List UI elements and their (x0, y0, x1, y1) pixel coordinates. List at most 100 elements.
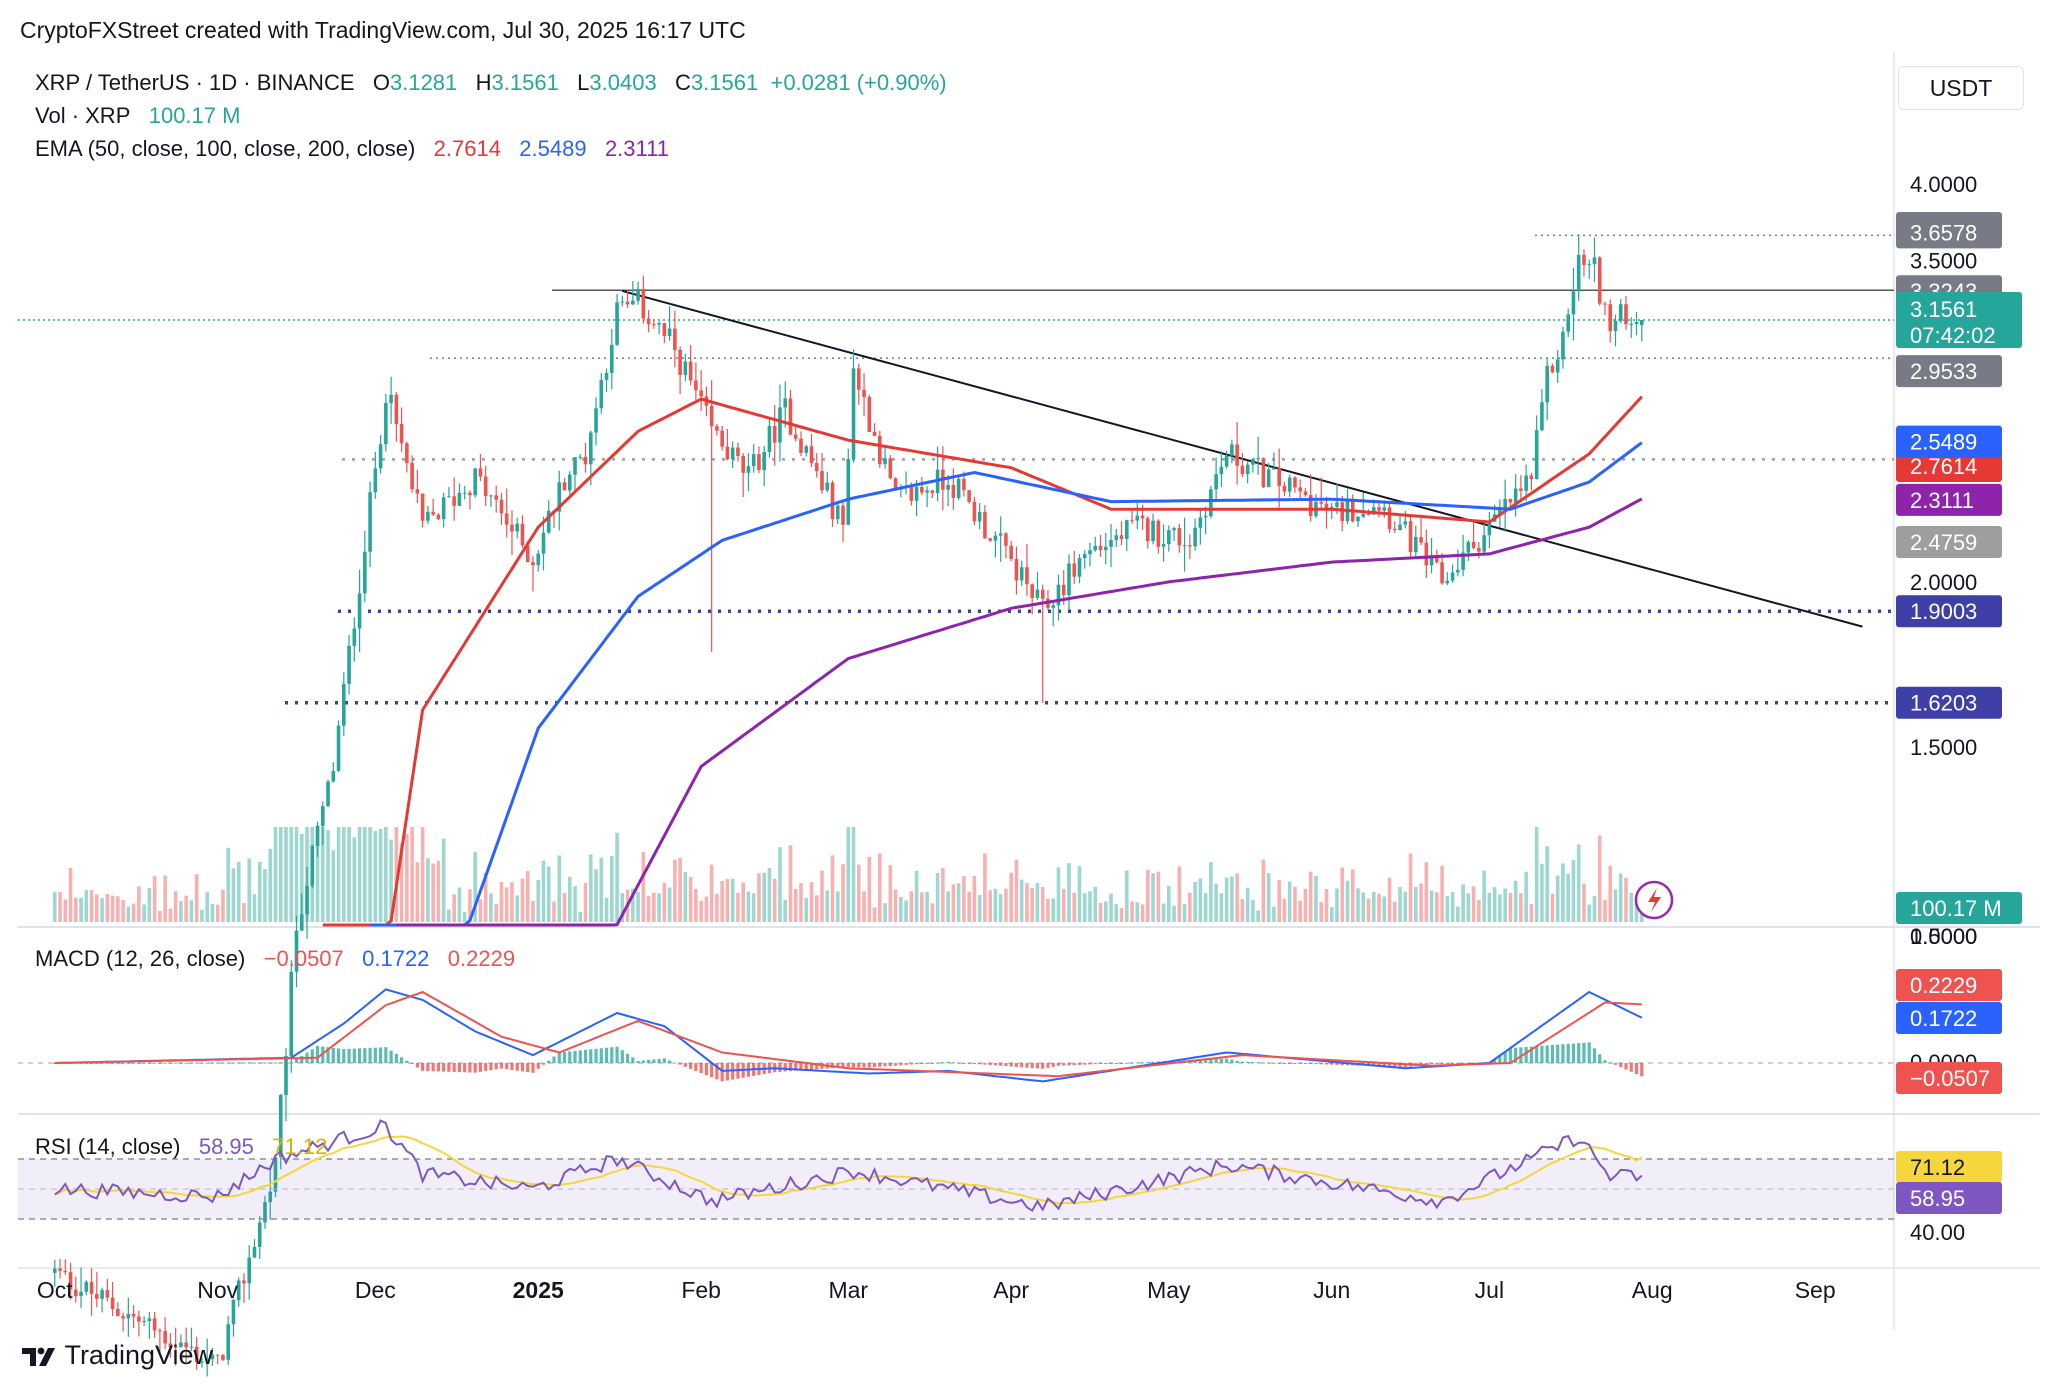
candle (1608, 304, 1613, 332)
candle (683, 361, 688, 375)
macd-label[interactable]: MACD (12, 26, close) (35, 946, 246, 971)
candle (1587, 264, 1592, 266)
volume-bar (1251, 899, 1255, 922)
candle (1261, 458, 1266, 488)
volume-bar (1319, 902, 1324, 922)
rsi-tag-level: 40.00 (1910, 1220, 1965, 1245)
volume-bar (573, 886, 577, 922)
macd-hist-bar (673, 1062, 677, 1064)
macd-hist-bar (200, 1062, 204, 1064)
candle (951, 485, 956, 498)
volume-bar (604, 897, 609, 922)
volume-bar (1219, 893, 1224, 922)
volume-bar (1629, 892, 1634, 922)
macd-line (54, 988, 1643, 1083)
volume-bar (315, 827, 320, 922)
volume-tag-bg (1896, 892, 2022, 924)
macd-hist-bar (515, 1063, 519, 1071)
candle (1445, 580, 1450, 584)
legend-row-ema: EMA (50, close, 100, close, 200, close) … (35, 136, 669, 162)
candle (131, 1313, 136, 1317)
rsi-label[interactable]: RSI (14, close) (35, 1134, 181, 1159)
tradingview-logo[interactable]: TradingView (20, 1340, 213, 1374)
candle (415, 489, 420, 494)
candle (431, 511, 435, 515)
volume-bar (967, 891, 971, 922)
candle (835, 505, 840, 520)
macd-hist-bar (710, 1063, 714, 1078)
candle (179, 1342, 183, 1348)
candle (215, 1354, 220, 1356)
rsi-tag-rsi-bg (1896, 1182, 2002, 1214)
rsi-ma-line (54, 1135, 1643, 1205)
candle (363, 551, 367, 594)
macd-hist-bar (1077, 1063, 1082, 1065)
candle (1109, 539, 1113, 547)
candle (436, 514, 441, 520)
volume-bar (1224, 877, 1229, 922)
volume-bar (552, 901, 556, 922)
macd-hist-bar (142, 1062, 146, 1064)
macd-tag-signal: 0.2229 (1910, 973, 1977, 998)
candle (489, 495, 493, 497)
candle (499, 499, 504, 514)
candle (126, 1313, 131, 1319)
macd-legend: MACD (12, 26, close) −0.0507 0.1722 0.22… (35, 946, 515, 972)
ema-label[interactable]: EMA (50, close, 100, close, 200, close) (35, 136, 416, 161)
candle (194, 1346, 199, 1363)
candle (121, 1316, 125, 1319)
price-tag-ema100-bg (1896, 425, 2002, 458)
candle (158, 1330, 162, 1332)
candle (646, 318, 651, 325)
volume-bar (1072, 892, 1077, 922)
volume-bar (194, 874, 199, 922)
volume-bar (1161, 903, 1166, 922)
macd-hist-bar (1393, 1063, 1397, 1067)
volume-bar (1403, 891, 1408, 922)
volume-bar (515, 895, 520, 922)
volume-bar (567, 876, 572, 922)
volume-bar (457, 887, 462, 922)
volume-bar (867, 856, 872, 922)
volume-bar (1093, 886, 1098, 922)
candle (1230, 444, 1234, 456)
candle (315, 825, 320, 846)
volume-bar (420, 827, 425, 922)
macd-hist-bar (541, 1063, 546, 1065)
volume-bar (1067, 863, 1071, 922)
macd-hist-bar (405, 1060, 409, 1063)
volume-bar (110, 895, 115, 922)
candle (189, 1346, 194, 1348)
volume-bar (1009, 872, 1013, 922)
candle (1639, 320, 1644, 326)
candle (63, 1270, 68, 1273)
macd-hist-bar (846, 1063, 850, 1068)
volume-bar (736, 892, 740, 922)
macd-hist-bar (920, 1063, 924, 1064)
legend-symbol[interactable]: XRP / TetherUS · 1D · BINANCE (35, 70, 355, 95)
macd-hist-bar (1051, 1063, 1055, 1067)
macd-hist-bar (888, 1063, 892, 1066)
macd-hist-bar (100, 1062, 104, 1064)
candle (1035, 589, 1040, 598)
volume-bar (1098, 902, 1103, 922)
candle (1624, 304, 1628, 325)
macd-hist-bar (899, 1063, 903, 1066)
candle (1061, 584, 1066, 596)
legend-change: +0.0281 (+0.90%) (770, 70, 947, 95)
currency-button[interactable]: USDT (1898, 66, 2024, 110)
macd-hist-bar (725, 1063, 730, 1081)
candle (368, 492, 372, 552)
candle (252, 1246, 257, 1258)
volume-bar (1203, 892, 1208, 922)
macd-hist-bar (1214, 1059, 1218, 1063)
macd-hist-bar (494, 1063, 498, 1070)
price-tag-ema200-bg (1896, 483, 2002, 516)
volume-bar (1056, 867, 1061, 922)
volume-bar (531, 900, 535, 922)
volume-label[interactable]: Vol · XRP (35, 103, 131, 128)
candle (1072, 563, 1077, 577)
volume-bar (320, 827, 325, 922)
macd-hist-bar (436, 1063, 440, 1072)
